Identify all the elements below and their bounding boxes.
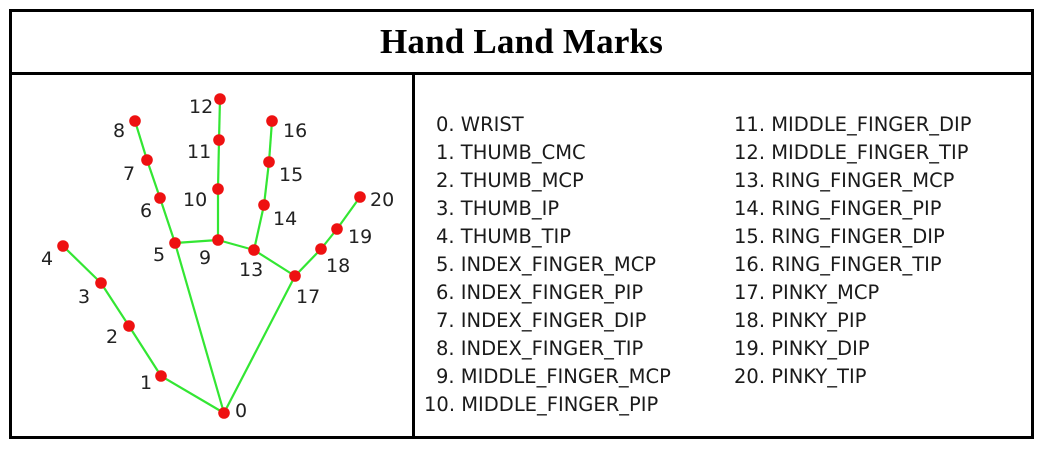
legend-item-7: 7. INDEX_FINGER_DIP: [436, 309, 647, 332]
connection-0-5: [173, 242, 226, 414]
connection-13-14: [252, 204, 266, 251]
legend-item-18: 18. PINKY_PIP: [734, 309, 867, 332]
landmark-point-13: [248, 244, 260, 256]
landmark-label-7: 7: [123, 163, 135, 185]
connection-19-20: [336, 196, 361, 230]
landmark-label-19: 19: [348, 226, 372, 248]
landmark-label-6: 6: [140, 200, 152, 222]
landmark-point-3: [95, 277, 107, 289]
legend-item-5: 5. INDEX_FINGER_MCP: [436, 253, 657, 276]
legend-item-8: 8. INDEX_FINGER_TIP: [436, 337, 644, 360]
landmark-point-9: [212, 234, 224, 246]
legend-item-12: 12. MIDDLE_FINGER_TIP: [734, 141, 969, 164]
landmark-label-8: 8: [113, 120, 125, 142]
connection-5-9: [174, 238, 219, 245]
landmark-label-3: 3: [78, 286, 90, 308]
connection-11-12: [217, 98, 222, 141]
title-row: Hand Land Marks: [12, 12, 1031, 75]
table-title: Hand Land Marks: [379, 22, 664, 61]
landmark-point-2: [123, 320, 135, 332]
landmark-label-16: 16: [283, 120, 307, 142]
landmark-point-5: [169, 237, 181, 249]
connection-6-7: [145, 159, 162, 199]
landmark-label-18: 18: [326, 255, 350, 277]
connection-2-3: [100, 282, 130, 327]
landmark-point-0: [218, 407, 230, 419]
legend-item-3: 3. THUMB_IP: [436, 197, 560, 220]
legend-item-15: 15. RING_FINGER_DIP: [734, 225, 945, 248]
legend-item-6: 6. INDEX_FINGER_PIP: [436, 281, 644, 304]
landmark-label-4: 4: [41, 248, 53, 270]
legend-item-10: 10. MIDDLE_FINGER_PIP: [424, 393, 659, 416]
landmark-label-1: 1: [140, 372, 152, 394]
legend-item-11: 11. MIDDLE_FINGER_DIP: [734, 113, 972, 136]
landmark-point-10: [212, 183, 224, 195]
legend-item-20: 20. PINKY_TIP: [734, 365, 867, 388]
landmark-point-15: [263, 156, 275, 168]
legend-item-9: 9. MIDDLE_FINGER_MCP: [436, 365, 671, 388]
landmark-point-12: [214, 93, 226, 105]
landmark-label-20: 20: [370, 189, 394, 211]
legend-item-2: 2. THUMB_MCP: [436, 169, 584, 192]
landmark-point-14: [258, 199, 270, 211]
landmark-label-5: 5: [153, 244, 165, 266]
landmark-label-0: 0: [235, 400, 247, 422]
landmark-label-15: 15: [279, 164, 303, 186]
landmark-point-1: [155, 370, 167, 382]
legend-item-1: 1. THUMB_CMC: [436, 141, 586, 164]
connection-0-17: [223, 275, 296, 414]
landmark-label-11: 11: [187, 141, 211, 163]
landmark-label-12: 12: [189, 96, 213, 118]
legend-item-13: 13. RING_FINGER_MCP: [734, 169, 955, 192]
connection-7-8: [133, 120, 149, 161]
landmark-point-4: [57, 240, 69, 252]
landmark-point-11: [213, 134, 225, 146]
landmark-point-16: [266, 115, 278, 127]
landmark-label-2: 2: [106, 326, 118, 348]
landmark-label-17: 17: [296, 286, 320, 308]
landmark-label-14: 14: [273, 208, 297, 230]
landmark-point-20: [354, 191, 366, 203]
legend-item-4: 4. THUMB_TIP: [436, 225, 572, 248]
connection-9-13: [217, 238, 255, 252]
connection-14-15: [262, 161, 271, 206]
landmark-label-13: 13: [239, 259, 263, 281]
landmark-label-10: 10: [183, 189, 207, 211]
landmark-point-17: [289, 270, 301, 282]
landmark-point-6: [154, 192, 166, 204]
connection-5-6: [158, 197, 177, 244]
legend-column-left: 0. WRIST 1. THUMB_CMC 2. THUMB_MCP 3. THUMB…: [424, 111, 671, 419]
connection-17-18: [294, 248, 322, 277]
connection-0-1: [160, 375, 225, 414]
legend-cell: 0. WRIST 1. THUMB_CMC 2. THUMB_MCP 3. THUMB…: [415, 75, 1031, 436]
hand-diagram-cell: 0 1 2 3 4 5 6 7 8 9 10 11 12 13 14 15 16 17 18 19 20: [12, 75, 415, 436]
landmark-label-9: 9: [199, 247, 211, 269]
legend-item-19: 19. PINKY_DIP: [734, 337, 870, 360]
connection-1-2: [128, 325, 162, 377]
connection-3-4: [62, 245, 102, 284]
landmark-point-7: [141, 154, 153, 166]
landmark-point-18: [315, 243, 327, 255]
connection-13-17: [253, 249, 296, 277]
legend-item-16: 16. RING_FINGER_TIP: [734, 253, 942, 276]
landmark-point-19: [331, 223, 343, 235]
legend-item-14: 14. RING_FINGER_PIP: [734, 197, 942, 220]
legend-item-0: 0. WRIST: [436, 113, 524, 136]
landmarks-table: Hand Land Marks 0 1 2 3 4 5 6 7 8 9 10 11 12 13 14 15 16…: [9, 9, 1034, 439]
connection-10-11: [216, 139, 221, 190]
legend-item-17: 17. PINKY_MCP: [734, 281, 880, 304]
landmark-point-8: [129, 115, 141, 127]
connection-15-16: [267, 120, 274, 163]
legend-column-right: 11. MIDDLE_FINGER_DIP 12. MIDDLE_FINGER_T…: [734, 111, 972, 391]
